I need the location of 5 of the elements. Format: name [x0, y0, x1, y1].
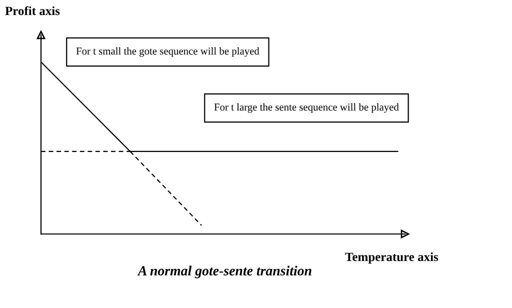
text: For t small the gote sequence will be played	[76, 47, 260, 57]
x-axis-title: Temperature axis	[345, 252, 438, 264]
annotation: For t large the sente sequence will be played	[214, 103, 399, 113]
y-axis-title: Profit axis	[5, 6, 60, 16]
text: A normal gote-sente transition	[137, 266, 312, 278]
